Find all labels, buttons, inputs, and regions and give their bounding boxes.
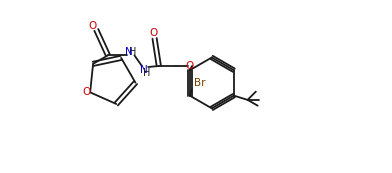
Text: O: O bbox=[149, 28, 158, 38]
Text: H: H bbox=[143, 68, 151, 78]
Text: Br: Br bbox=[194, 78, 205, 88]
Text: N: N bbox=[125, 47, 133, 57]
Text: H: H bbox=[129, 47, 136, 57]
Text: N: N bbox=[140, 65, 148, 75]
Text: O: O bbox=[82, 87, 91, 97]
Text: O: O bbox=[88, 21, 96, 31]
Text: O: O bbox=[185, 61, 194, 71]
